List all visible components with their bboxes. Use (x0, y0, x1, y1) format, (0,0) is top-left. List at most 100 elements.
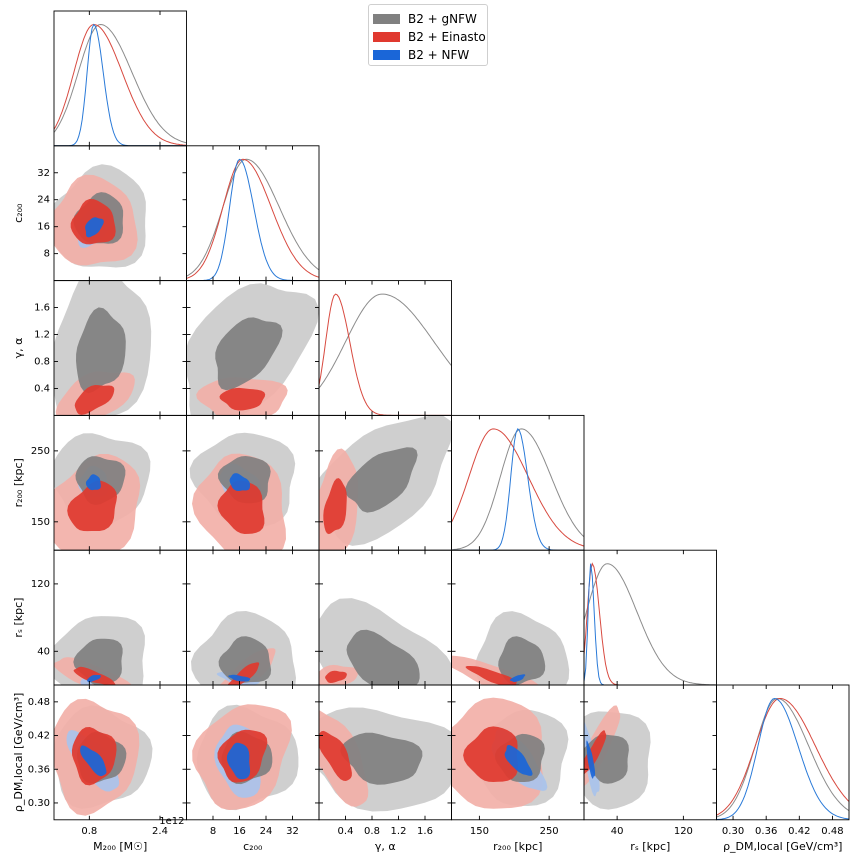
marginal-bgnfw-2 (319, 293, 452, 389)
legend-swatch-einasto (373, 32, 400, 42)
marginal-beinasto-4 (584, 562, 717, 686)
x-tick-label: 0.36 (755, 826, 777, 837)
marginal-bgnfw-4 (584, 563, 717, 686)
contour-68-beinasto-3-2 (323, 478, 347, 535)
contour-68-bnfw-1-0 (85, 217, 104, 238)
y-axis-label: γ, α (12, 338, 25, 359)
contour-68-bnfw-5-0 (80, 745, 107, 777)
y-tick-label: 24 (37, 195, 50, 206)
x-tick-label: 1.6 (417, 826, 433, 837)
contour-68-bgnfw-3-2 (345, 447, 418, 513)
x-tick-label: 8 (210, 826, 216, 837)
contour-68-bnfw-5-1 (226, 742, 251, 780)
x-tick-label: 1.2 (391, 826, 407, 837)
x-tick-label: 0.8 (364, 826, 380, 837)
contour-68-bnfw-4-1 (228, 674, 251, 682)
marginal-bgnfw-0 (54, 23, 187, 144)
legend-entry-einasto: B2 + Einasto (373, 29, 486, 45)
x-tick-label: 24 (260, 826, 273, 837)
contour-68-beinasto-5-2 (319, 730, 352, 781)
panel-frame-2-2 (318, 280, 452, 416)
x-axis-label: M₂₀₀ [M☉] (93, 840, 147, 853)
marginal-bgnfw-5 (716, 697, 849, 818)
panel-frame-4-4 (583, 549, 717, 686)
marginal-bnfw-5 (716, 697, 849, 820)
y-axis-label: ρ_DM,local [GeV/cm³] (12, 693, 25, 812)
marginal-bnfw-1 (186, 158, 319, 281)
marginal-beinasto-0 (54, 23, 187, 146)
contour-68-bnfw-5-4 (586, 740, 596, 779)
contour-68-bnfw-4-3 (509, 674, 526, 682)
x-axis-label: rₛ [kpc] (630, 840, 670, 853)
y-tick-label: 250 (31, 446, 50, 457)
legend-label-gnfw: B2 + gNFW (408, 12, 477, 26)
x-axis-label: c₂₀₀ (243, 840, 263, 853)
marginal-bgnfw-1 (186, 158, 319, 277)
contour-68-bgnfw-4-2 (346, 629, 420, 686)
marginal-bnfw-3 (451, 428, 584, 551)
panel-frame-0-0 (53, 10, 187, 147)
panel-frame-3-3 (451, 414, 585, 551)
y-tick-label: 32 (37, 168, 50, 179)
contour-68-beinasto-3-1 (217, 480, 265, 534)
x-tick-label: 120 (674, 826, 693, 837)
contour-68-bnfw-3-1 (229, 473, 250, 491)
legend-label-nfw: B2 + NFW (408, 48, 470, 62)
x-tick-label: 150 (470, 826, 489, 837)
y-tick-label: 8 (44, 249, 50, 260)
contour-68-beinasto-3-0 (67, 480, 117, 532)
y-tick-label: 0.30 (28, 798, 50, 809)
contour-68-beinasto-2-1 (219, 387, 266, 411)
x-tick-label: 0.48 (821, 826, 843, 837)
x-axis-label: γ, α (375, 840, 396, 853)
y-tick-label: 1.6 (34, 303, 50, 314)
contour-68-beinasto-4-3 (465, 666, 517, 686)
legend-swatch-nfw (373, 50, 400, 60)
x-tick-label: 0.4 (338, 826, 354, 837)
contour-68-beinasto-2-0 (74, 385, 115, 415)
contour-68-beinasto-4-2 (325, 670, 347, 683)
contour-68-bnfw-5-3 (504, 745, 533, 776)
legend-entry-gnfw: B2 + gNFW (373, 11, 477, 27)
y-tick-label: 40 (37, 646, 50, 657)
marginal-beinasto-1 (186, 158, 319, 279)
y-tick-label: 16 (37, 222, 50, 233)
y-tick-label: 0.36 (28, 764, 50, 775)
contour-68-bgnfw-2-1 (215, 317, 283, 391)
x-axis-label: r₂₀₀ [kpc] (493, 840, 542, 853)
x-tick-label: 0.42 (788, 826, 810, 837)
marginal-beinasto-5 (716, 698, 849, 816)
y-axis-label: r₂₀₀ [kpc] (12, 458, 25, 507)
x-tick-label: 16 (233, 826, 246, 837)
y-tick-label: 1.2 (34, 330, 50, 341)
x-tick-label: 32 (286, 826, 299, 837)
contour-68-bnfw-4-0 (87, 674, 101, 683)
legend: B2 + gNFW B2 + Einasto B2 + NFW (368, 4, 488, 66)
y-tick-label: 120 (31, 579, 50, 590)
y-tick-label: 0.42 (28, 731, 50, 742)
y-axis-label: c₂₀₀ (12, 203, 25, 223)
contour-68-bgnfw-4-3 (498, 636, 546, 685)
legend-entry-nfw: B2 + NFW (373, 47, 469, 63)
contour-68-bgnfw-2-0 (76, 307, 126, 394)
x-tick-label: 250 (540, 826, 559, 837)
marginal-bnfw-4 (584, 563, 717, 686)
y-tick-label: 0.4 (34, 383, 50, 394)
y-tick-label: 150 (31, 517, 50, 528)
y-tick-label: 0.48 (28, 697, 50, 708)
marginal-bgnfw-3 (451, 428, 584, 551)
contour-68-bgnfw-4-1 (218, 636, 272, 683)
x-tick-label: 2.4 (152, 826, 168, 837)
legend-label-einasto: B2 + Einasto (408, 30, 486, 44)
offset-text: 1e12 (159, 816, 184, 827)
legend-swatch-gnfw (373, 14, 400, 24)
y-axis-label: rₛ [kpc] (12, 598, 25, 638)
x-axis-label: ρ_DM,local [GeV/cm³] (723, 840, 842, 853)
x-tick-label: 0.30 (722, 826, 744, 837)
marginal-beinasto-3 (451, 428, 584, 547)
marginal-bnfw-0 (54, 23, 187, 146)
x-tick-label: 0.8 (81, 826, 97, 837)
panel-frame-5-5 (716, 684, 850, 821)
x-tick-label: 40 (611, 826, 624, 837)
